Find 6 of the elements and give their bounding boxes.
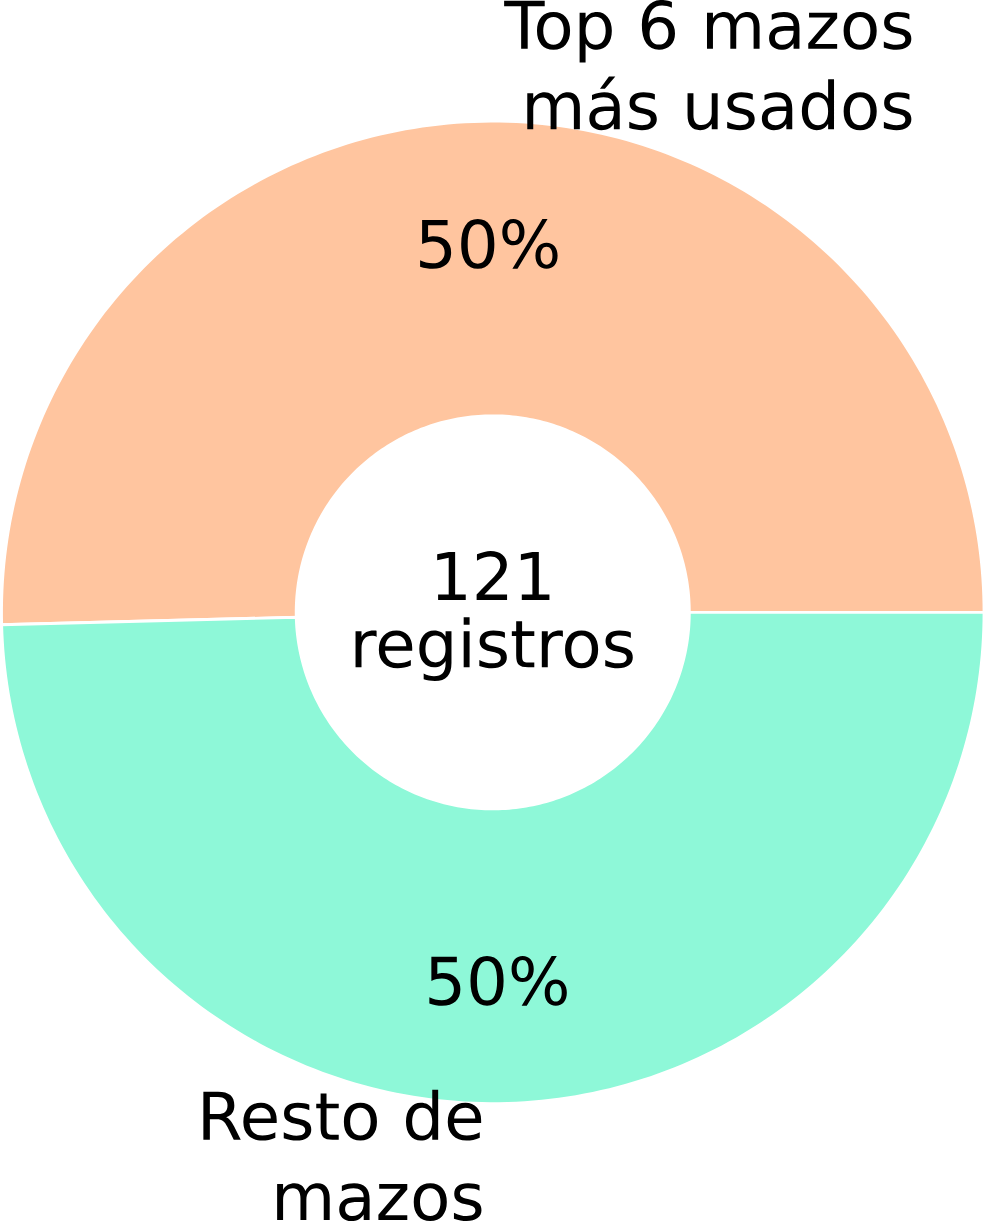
data-label: 50% — [429, 955, 568, 1006]
slice-label: Top 6 mazos más usados — [504, 0, 912, 131]
text: 121 — [437, 551, 550, 600]
text: registros — [355, 617, 634, 682]
slice-label: Resto de mazos — [203, 1089, 482, 1221]
data-label: 50% — [420, 219, 558, 269]
